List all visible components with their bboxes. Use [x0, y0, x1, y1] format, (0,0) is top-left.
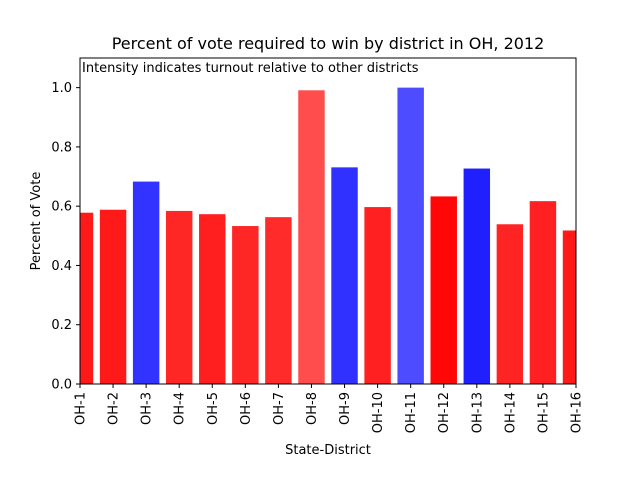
x-axis-label: State-District	[285, 443, 371, 458]
chart-annotation: Intensity indicates turnout relative to …	[82, 61, 419, 76]
x-tick-label: OH-14	[503, 392, 518, 433]
y-axis-label: Percent of Vote	[29, 172, 44, 271]
bar-oh-7	[265, 217, 292, 384]
bar-oh-10	[364, 207, 391, 384]
bar-oh-4	[165, 210, 193, 384]
bar-oh-3	[132, 181, 160, 384]
x-tick-label: OH-10	[371, 392, 386, 433]
bar-oh-9	[331, 167, 358, 384]
bar-oh-5	[199, 214, 226, 384]
x-tick-label: OH-3	[140, 392, 155, 425]
x-tick-label: OH-16	[570, 392, 585, 433]
bar-oh-14	[496, 224, 524, 384]
bar-oh-2	[99, 209, 127, 384]
y-tick-label: 1.0	[51, 81, 72, 96]
y-tick-label: 0.8	[51, 140, 72, 155]
x-tick-label: OH-4	[173, 392, 188, 425]
x-tick-label: OH-9	[338, 392, 353, 425]
chart-title: Percent of vote required to win by distr…	[112, 34, 545, 53]
bar-oh-11	[397, 87, 424, 384]
x-tick-label: OH-7	[272, 392, 287, 425]
bar-oh-12	[430, 196, 457, 384]
x-tick-label: OH-5	[206, 392, 221, 425]
bar-oh-15	[529, 201, 557, 384]
x-tick-label: OH-1	[74, 392, 89, 425]
x-axis: OH-1 OH-2 OH-3 OH-4 OH-5 OH-6 OH-7 OH-8 OH-9 OH-1…	[74, 384, 585, 433]
x-tick-label: OH-13	[470, 392, 485, 433]
x-tick-label: OH-12	[437, 392, 452, 433]
plot-frame	[79, 57, 577, 385]
bar-oh-13	[463, 168, 491, 384]
x-tick-label: OH-2	[107, 392, 122, 425]
bar-oh-16	[562, 230, 576, 384]
y-tick-label: 0.0	[51, 378, 72, 393]
y-axis: 0.0 0.2 0.4 0.6 0.8 1.0	[51, 81, 80, 393]
x-tick-label: OH-6	[239, 392, 254, 425]
x-tick-label: OH-11	[404, 392, 419, 433]
bar-oh-1	[80, 212, 94, 384]
x-tick-label: OH-15	[536, 392, 551, 433]
y-tick-label: 0.2	[51, 318, 72, 333]
y-tick-label: 0.6	[51, 200, 72, 215]
x-tick-label: OH-8	[305, 392, 320, 425]
y-tick-label: 0.4	[51, 259, 72, 274]
bar-oh-6	[232, 226, 259, 384]
bar-oh-8	[298, 90, 325, 384]
bars-group	[80, 87, 576, 384]
